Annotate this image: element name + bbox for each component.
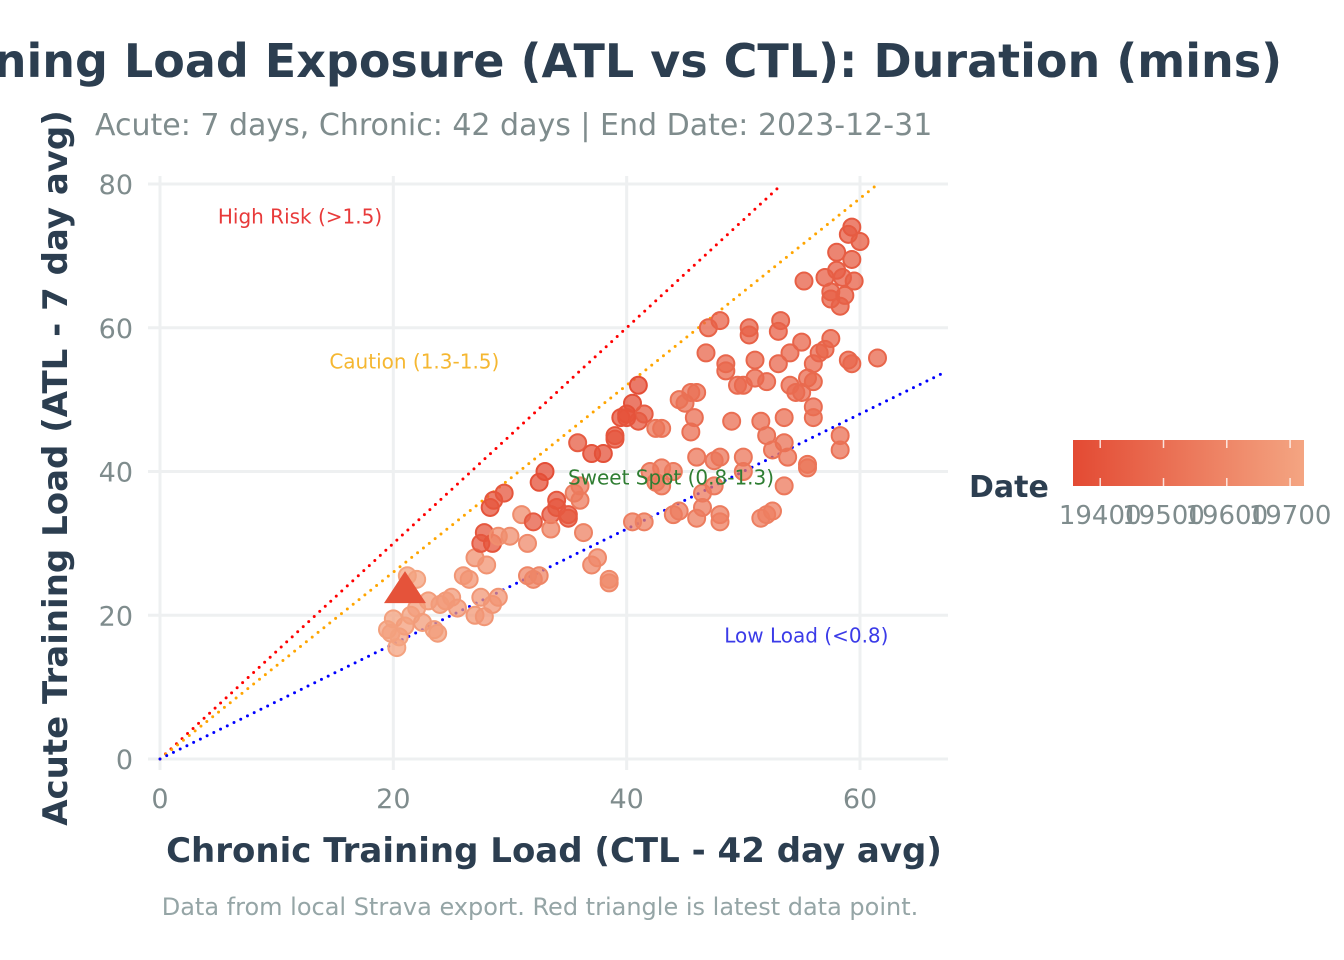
legend-tick-label: 19600 bbox=[1185, 501, 1268, 531]
data-point bbox=[500, 526, 520, 546]
data-point bbox=[696, 343, 716, 363]
data-point bbox=[733, 447, 753, 467]
data-point bbox=[794, 271, 814, 291]
data-point bbox=[780, 343, 800, 363]
chart-title: Training Load Exposure (ATL vs CTL): Dur… bbox=[0, 34, 1282, 88]
x-tick-label: 60 bbox=[843, 784, 877, 815]
data-point bbox=[593, 444, 613, 464]
data-point bbox=[842, 249, 862, 269]
legend-title: Date bbox=[969, 470, 1049, 505]
data-point bbox=[768, 354, 788, 374]
data-point bbox=[792, 332, 812, 352]
data-point bbox=[634, 404, 654, 424]
grid bbox=[148, 176, 948, 770]
latest-point-triangle bbox=[384, 571, 426, 604]
data-point bbox=[570, 490, 590, 510]
x-tick-label: 20 bbox=[376, 784, 410, 815]
data-point bbox=[605, 429, 625, 449]
data-point bbox=[771, 311, 791, 331]
data-point bbox=[739, 325, 759, 345]
legend-tick-label: 19700 bbox=[1249, 501, 1332, 531]
data-point bbox=[558, 508, 578, 528]
data-point bbox=[617, 408, 637, 428]
data-point bbox=[716, 361, 736, 381]
data-point bbox=[634, 512, 654, 532]
data-point bbox=[704, 476, 724, 496]
data-point bbox=[835, 285, 855, 305]
data-point bbox=[547, 490, 567, 510]
data-point bbox=[663, 462, 683, 481]
x-tick-label: 40 bbox=[609, 784, 643, 815]
data-point bbox=[652, 418, 672, 438]
data-point bbox=[850, 232, 870, 251]
data-point bbox=[459, 569, 479, 589]
data-point bbox=[488, 587, 508, 607]
data-point bbox=[844, 271, 864, 291]
reference-labels: High Risk (>1.5) Caution (1.3-1.5) Sweet S… bbox=[218, 204, 889, 647]
data-point bbox=[830, 440, 850, 460]
data-point bbox=[745, 350, 765, 370]
data-point bbox=[574, 523, 593, 543]
reference-line bbox=[158, 372, 944, 761]
data-point bbox=[523, 512, 543, 532]
data-point bbox=[518, 533, 537, 553]
data-point bbox=[710, 311, 730, 331]
y-tick-label: 0 bbox=[116, 745, 133, 776]
data-point bbox=[710, 447, 730, 467]
data-point bbox=[722, 411, 742, 431]
reference-label: High Risk (>1.5) bbox=[218, 204, 382, 228]
data-point bbox=[494, 483, 514, 503]
data-point bbox=[588, 548, 607, 568]
data-point bbox=[868, 348, 887, 368]
data-point bbox=[669, 501, 689, 521]
data-point bbox=[710, 512, 730, 532]
data-point bbox=[568, 433, 588, 453]
data-point bbox=[529, 566, 549, 586]
reference-lines bbox=[158, 182, 944, 761]
data-point bbox=[687, 447, 707, 467]
data-point bbox=[757, 372, 777, 392]
data-point bbox=[687, 382, 707, 402]
x-tick-label: 0 bbox=[151, 784, 168, 815]
data-point bbox=[803, 372, 823, 392]
y-tick-label: 60 bbox=[99, 314, 133, 345]
data-point bbox=[842, 217, 862, 237]
data-point bbox=[803, 408, 823, 428]
y-tick-label: 20 bbox=[99, 601, 133, 632]
data-point bbox=[381, 623, 401, 643]
data-point bbox=[628, 375, 648, 395]
data-point bbox=[541, 519, 561, 539]
data-point bbox=[774, 408, 794, 428]
y-axis-title: Acute Training Load (ATL - 7 day avg) bbox=[36, 110, 76, 826]
y-tick-label: 80 bbox=[99, 170, 133, 201]
axis-ticks: 0 20 40 60 0 20 40 60 80 bbox=[99, 170, 878, 815]
legend-colorbar bbox=[1073, 440, 1304, 486]
data-point bbox=[684, 408, 704, 428]
data-point bbox=[448, 598, 467, 618]
data-point bbox=[646, 472, 666, 492]
data-point bbox=[477, 555, 497, 575]
data-point bbox=[763, 501, 782, 521]
reference-label: Caution (1.3-1.5) bbox=[329, 350, 499, 374]
data-point bbox=[428, 623, 448, 643]
data-point bbox=[774, 476, 794, 496]
data-point bbox=[599, 569, 619, 589]
data-point bbox=[842, 354, 862, 374]
data-point bbox=[535, 462, 555, 481]
y-tick-label: 40 bbox=[99, 458, 133, 489]
data-points bbox=[378, 217, 887, 658]
reference-label: Low Load (<0.8) bbox=[724, 623, 888, 647]
data-point bbox=[778, 447, 798, 467]
legend-tick-label: 19500 bbox=[1122, 501, 1205, 531]
reference-line bbox=[158, 182, 784, 761]
data-point bbox=[821, 329, 841, 349]
legend-tick-label: 19400 bbox=[1059, 501, 1142, 531]
data-point bbox=[798, 458, 817, 478]
chart-subtitle: Acute: 7 days, Chronic: 42 days | End Da… bbox=[95, 108, 932, 143]
chart-caption: Data from local Strava export. Red trian… bbox=[162, 893, 919, 921]
reference-label: Sweet Spot (0.8-1.3) bbox=[568, 465, 774, 489]
x-axis-title: Chronic Training Load (CTL - 42 day avg) bbox=[166, 831, 942, 871]
